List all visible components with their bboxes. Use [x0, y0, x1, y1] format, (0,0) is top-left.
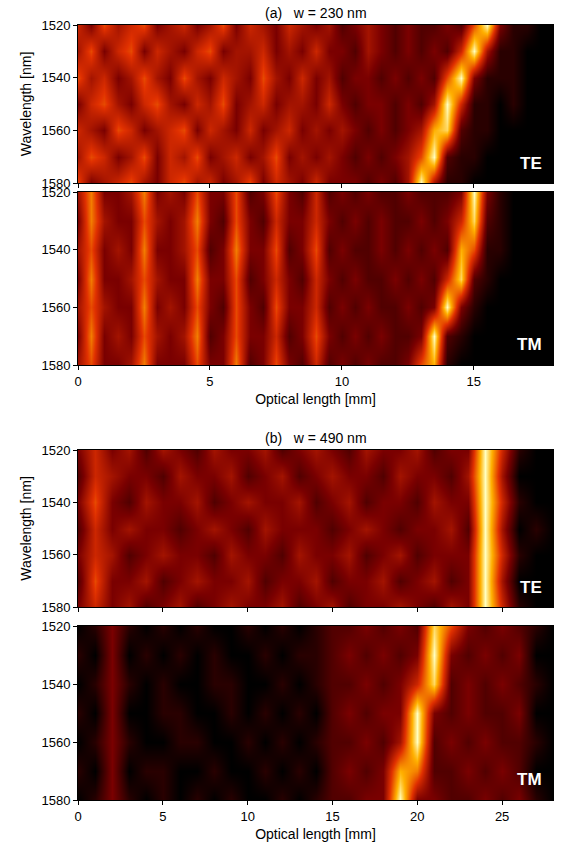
svg-text:Optical length [mm]: Optical length [mm] — [255, 391, 376, 407]
svg-text:TM: TM — [517, 770, 542, 789]
svg-text:Wavelength [nm]: Wavelength [nm] — [18, 476, 34, 581]
svg-text:TE: TE — [520, 154, 542, 173]
svg-text:Optical length [mm]: Optical length [mm] — [255, 826, 376, 842]
svg-text:1560: 1560 — [41, 123, 70, 138]
svg-text:10: 10 — [240, 809, 254, 824]
svg-text:1540: 1540 — [41, 70, 70, 85]
svg-text:1580: 1580 — [41, 176, 70, 191]
svg-text:1520: 1520 — [41, 443, 70, 458]
svg-text:1560: 1560 — [41, 300, 70, 315]
svg-text:1560: 1560 — [41, 735, 70, 750]
svg-text:(a) w = 230 nm: (a) w = 230 nm — [265, 5, 367, 21]
svg-text:1540: 1540 — [41, 677, 70, 692]
svg-text:1580: 1580 — [41, 358, 70, 373]
svg-text:1560: 1560 — [41, 547, 70, 562]
svg-text:Wavelength [nm]: Wavelength [nm] — [18, 52, 34, 157]
svg-text:5: 5 — [159, 809, 166, 824]
svg-text:10: 10 — [335, 374, 349, 389]
svg-text:1540: 1540 — [41, 242, 70, 257]
svg-text:1520: 1520 — [41, 185, 70, 200]
svg-text:15: 15 — [325, 809, 339, 824]
svg-text:TE: TE — [520, 578, 542, 597]
svg-text:1520: 1520 — [41, 619, 70, 634]
svg-text:25: 25 — [495, 809, 509, 824]
svg-text:0: 0 — [74, 374, 81, 389]
svg-text:1580: 1580 — [41, 600, 70, 615]
svg-text:20: 20 — [410, 809, 424, 824]
svg-text:0: 0 — [74, 809, 81, 824]
svg-text:1520: 1520 — [41, 18, 70, 33]
svg-text:(b) w = 490 nm: (b) w = 490 nm — [265, 430, 367, 446]
svg-text:5: 5 — [206, 374, 213, 389]
svg-text:TM: TM — [517, 335, 542, 354]
svg-text:1580: 1580 — [41, 793, 70, 808]
svg-text:15: 15 — [467, 374, 481, 389]
svg-text:1540: 1540 — [41, 495, 70, 510]
